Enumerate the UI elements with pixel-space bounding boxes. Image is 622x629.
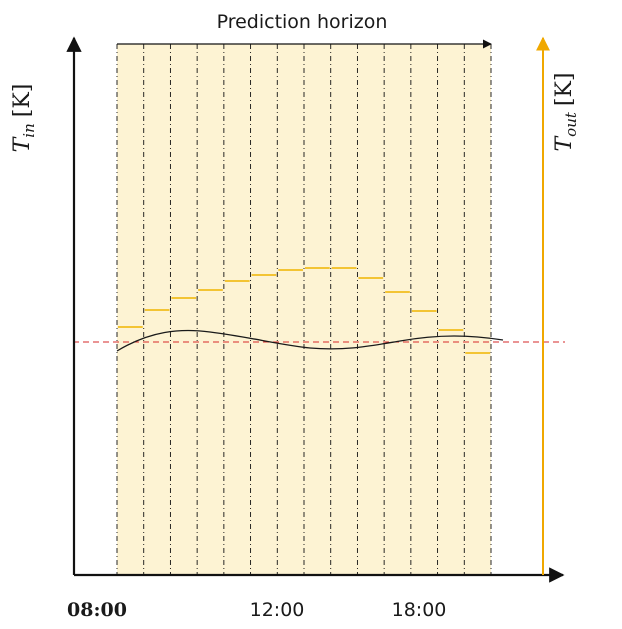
prediction-horizon-label: Prediction horizon <box>217 11 388 33</box>
y-axis-tin-label: Tin[K] <box>10 84 38 153</box>
tin-trajectory-curve <box>116 329 504 352</box>
y-axis-tout-label: Tout[K] <box>552 72 580 151</box>
tout-forecast-steps <box>118 267 490 354</box>
x-tick-label: 08:00 <box>67 599 127 621</box>
x-tick-label: 12:00 <box>250 599 305 621</box>
interval-divider-lines <box>116 44 492 575</box>
x-tick-label: 18:00 <box>392 599 447 621</box>
